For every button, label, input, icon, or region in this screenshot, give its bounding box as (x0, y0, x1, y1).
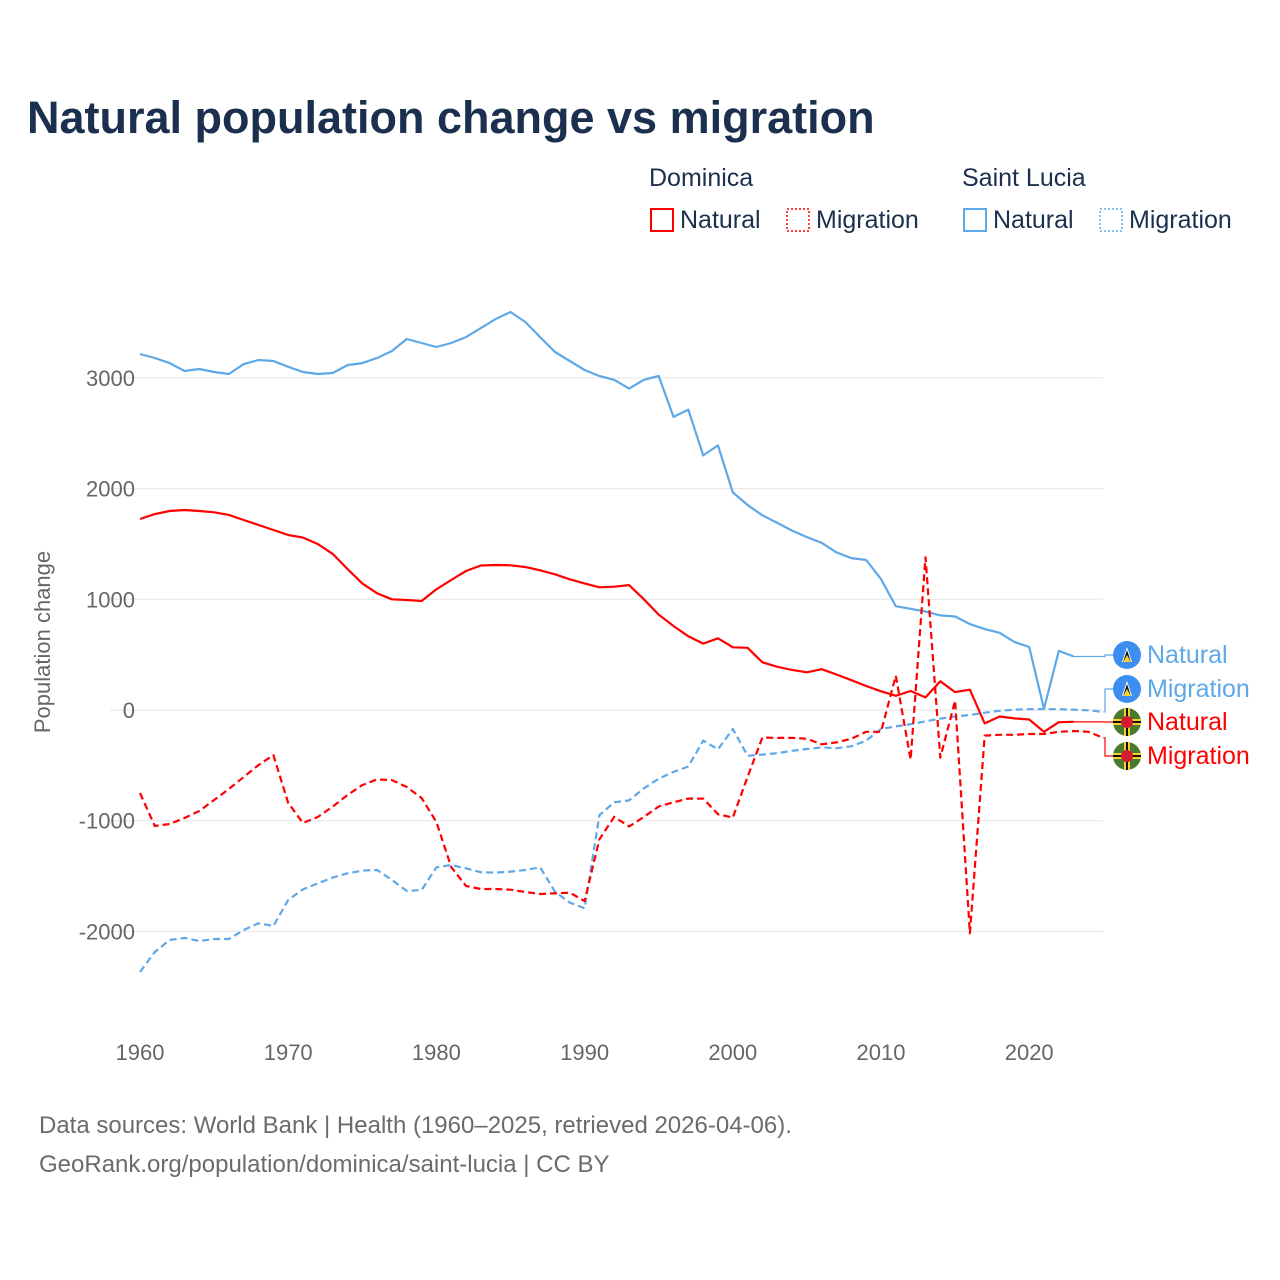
y-tick-label: 0 (123, 698, 135, 723)
x-tick-label: 2000 (708, 1040, 757, 1065)
y-tick-label: 1000 (86, 587, 135, 612)
series-line-dominica-migration (138, 556, 1104, 935)
legend-label-dominica-natural[interactable]: Natural (680, 206, 761, 234)
y-tick-label: -1000 (79, 809, 135, 834)
saint-lucia-flag-icon (1113, 675, 1141, 703)
label-connector (1103, 737, 1115, 757)
legend-label-dominica-migration[interactable]: Migration (816, 206, 919, 234)
saint-lucia-flag-icon (1113, 641, 1141, 669)
legend-swatch-saint-lucia-migration (1099, 208, 1123, 232)
end-label-saint-lucia-natural: Natural (1147, 641, 1228, 669)
x-tick-label: 1980 (412, 1040, 461, 1065)
legend-swatch-dominica-migration (786, 208, 810, 232)
grid (110, 377, 1103, 932)
dominica-flag-icon (1113, 708, 1141, 736)
chart-title: Natural population change vs migration (27, 92, 875, 143)
series-line-saint-lucia-natural (139, 310, 1075, 710)
x-tick-label: 2020 (1005, 1040, 1054, 1065)
end-label-dominica-natural: Natural (1147, 708, 1228, 736)
x-tick-label: 1970 (264, 1040, 313, 1065)
y-tick-label: -2000 (79, 919, 135, 944)
legend-label-saint-lucia-natural[interactable]: Natural (993, 206, 1074, 234)
x-tick-label: 1960 (116, 1040, 165, 1065)
y-axis-label: Population change (30, 551, 55, 733)
legend-swatch-saint-lucia-natural (963, 208, 987, 232)
end-label-saint-lucia-migration: Migration (1147, 675, 1250, 703)
x-tick-label: 1990 (560, 1040, 609, 1065)
legend-group-dominica: Dominica (649, 164, 753, 192)
y-tick-label: 2000 (86, 477, 135, 502)
series-line-dominica-natural (139, 508, 1074, 733)
legend: Dominica Saint Lucia Natural Migration N… (649, 164, 1232, 234)
label-connector (1103, 688, 1115, 713)
end-labels: Natural Migration Natural Migration (1073, 641, 1250, 770)
series-lines (138, 310, 1104, 973)
label-connector (1073, 654, 1115, 658)
series-line-saint-lucia-migration (139, 708, 1104, 973)
legend-swatch-dominica-natural (650, 208, 674, 232)
end-label-dominica-migration: Migration (1147, 742, 1250, 770)
dominica-flag-icon (1113, 742, 1141, 770)
legend-group-saint-lucia: Saint Lucia (962, 164, 1086, 192)
y-tick-label: 3000 (86, 366, 135, 391)
source-line-1: Data sources: World Bank | Health (1960–… (39, 1112, 792, 1139)
x-tick-label: 2010 (857, 1040, 906, 1065)
source-line-2[interactable]: GeoRank.org/population/dominica/saint-lu… (39, 1151, 610, 1178)
legend-label-saint-lucia-migration[interactable]: Migration (1129, 206, 1232, 234)
ticks: -2000 -1000 0 1000 2000 3000 1960 1970 1980 1990 2… (79, 366, 1054, 1065)
